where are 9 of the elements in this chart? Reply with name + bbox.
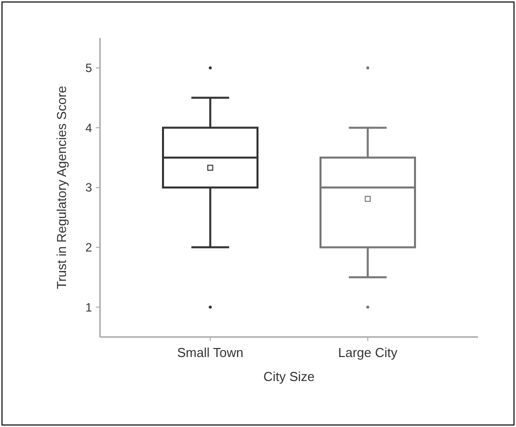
y-tick-label: 1 (85, 300, 92, 314)
x-tick-label: Small Town (177, 345, 244, 360)
y-tick-label: 5 (85, 61, 92, 76)
y-tick-label: 3 (85, 180, 92, 195)
y-axis-title: Trust in Regulatory Agencies Score (54, 86, 69, 290)
x-tick-label: Large City (338, 345, 398, 360)
x-axis-title: City Size (263, 369, 315, 384)
y-tick-label: 4 (85, 120, 92, 135)
y-tick-label: 2 (85, 240, 92, 254)
